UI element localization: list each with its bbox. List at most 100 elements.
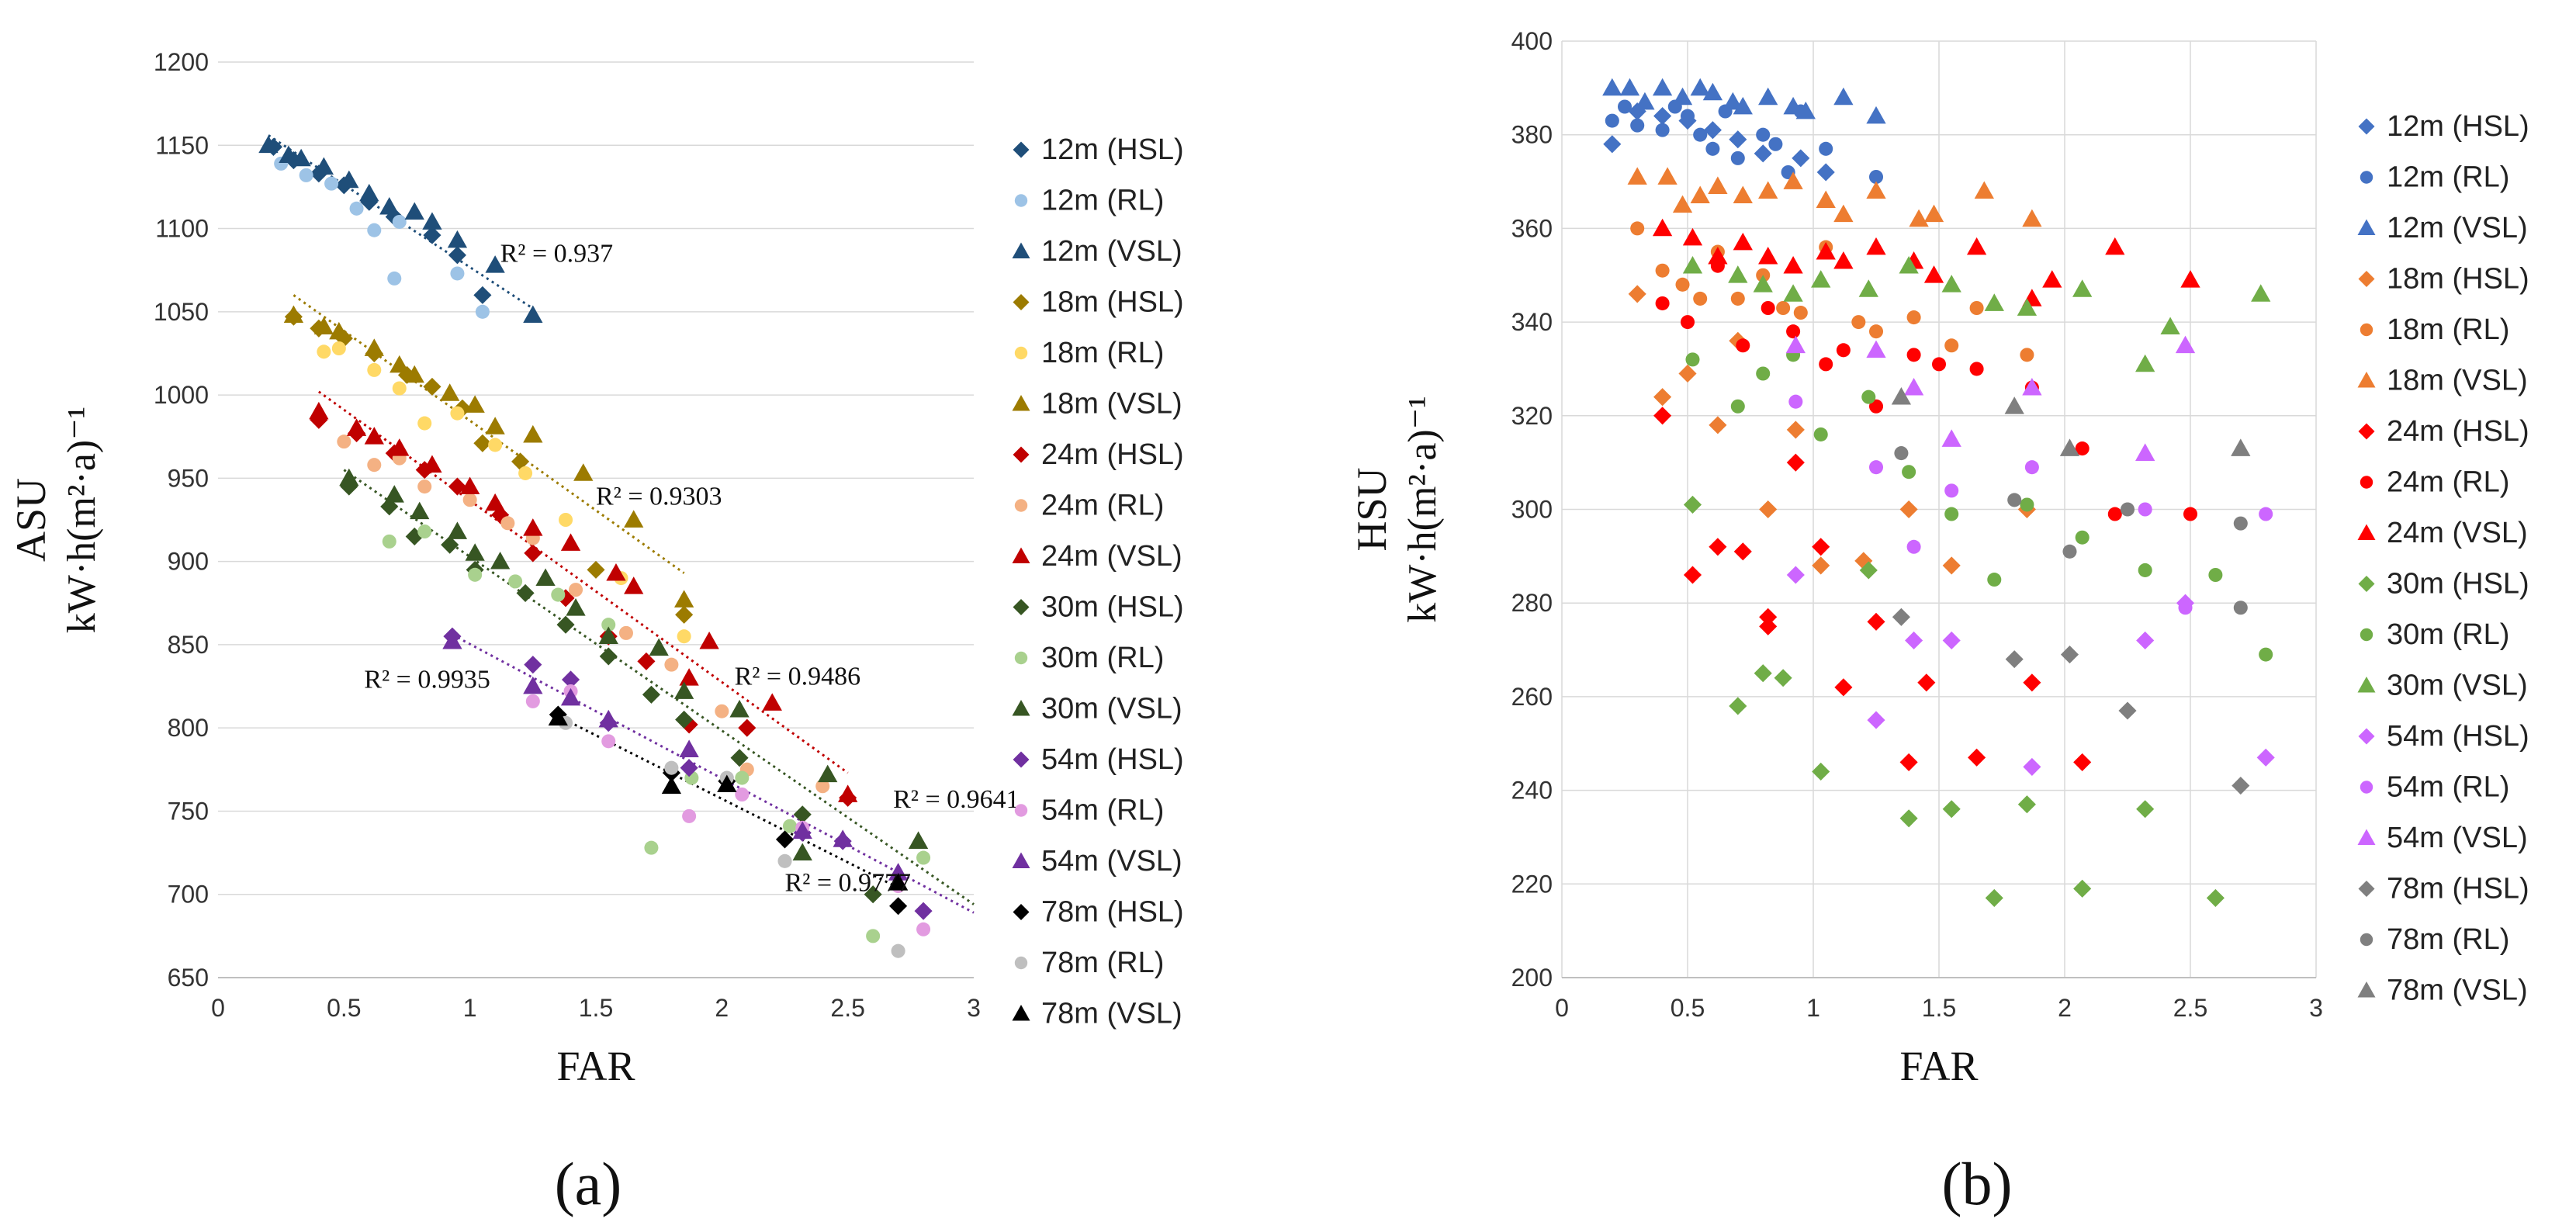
data-point	[1723, 92, 1743, 110]
data-point	[379, 197, 400, 215]
data-point	[1729, 697, 1747, 715]
data-point	[675, 710, 694, 729]
data-point	[1783, 284, 1803, 302]
data-point	[1728, 265, 1748, 283]
data-point	[1944, 483, 1959, 498]
data-point	[1630, 221, 1645, 236]
y-tick-label: 1100	[155, 215, 209, 243]
data-point	[1867, 711, 1885, 729]
data-point	[337, 434, 351, 449]
data-point	[1708, 176, 1728, 194]
data-point	[450, 266, 465, 281]
data-point	[1690, 185, 1710, 204]
data-point	[775, 830, 795, 849]
data-point	[1652, 78, 1673, 96]
data-point	[1705, 141, 1720, 156]
data-point	[598, 626, 618, 645]
legend-label: 54m (RL)	[2387, 771, 2509, 804]
data-point	[1733, 96, 1753, 115]
series-group	[283, 305, 694, 608]
data-point	[1759, 617, 1778, 635]
data-point	[423, 226, 441, 244]
y-tick-label: 300	[1511, 496, 1553, 524]
y-tick-label: 1150	[155, 131, 209, 159]
data-point	[460, 476, 480, 494]
data-point	[508, 574, 523, 589]
data-point	[664, 760, 679, 775]
data-point	[1906, 348, 1921, 362]
y-tick-label: 200	[1511, 964, 1553, 992]
data-point	[1974, 181, 1994, 199]
data-point	[682, 808, 697, 823]
y-tick-label: 240	[1511, 777, 1553, 805]
data-point	[1866, 340, 1886, 358]
data-point	[1759, 608, 1778, 626]
data-point	[699, 631, 719, 649]
series-group	[1653, 407, 2092, 771]
data-point	[2180, 270, 2200, 288]
series-group	[337, 434, 830, 794]
legend-marker	[1013, 599, 1030, 615]
data-point	[1816, 241, 1836, 260]
legend-label: 78m (VSL)	[2387, 975, 2528, 1007]
data-point	[1709, 538, 1727, 556]
x-axis-title: FAR	[1899, 1043, 1978, 1089]
data-point	[523, 676, 543, 694]
data-point	[637, 652, 656, 670]
data-point	[516, 583, 535, 602]
legend-marker	[1014, 651, 1028, 665]
legend-label: 12m (RL)	[1041, 185, 1164, 217]
legend-label: 78m (HSL)	[1041, 896, 1184, 929]
legend-label: 78m (HSL)	[2387, 873, 2529, 905]
data-point	[2138, 502, 2152, 517]
data-point	[313, 317, 334, 334]
data-point	[1836, 343, 1851, 358]
y-tick-label: 1000	[154, 381, 209, 409]
data-point	[2136, 800, 2155, 819]
legend-marker	[2360, 781, 2373, 794]
data-point	[2005, 650, 2024, 669]
data-point	[551, 587, 566, 602]
series-group	[1683, 495, 2225, 907]
data-point	[364, 427, 384, 445]
series-group	[1628, 285, 2036, 575]
legend-marker	[2360, 323, 2373, 337]
data-point	[442, 631, 462, 649]
data-point	[485, 255, 505, 273]
data-point	[1657, 167, 1678, 185]
data-point	[2233, 601, 2248, 615]
data-point	[1819, 141, 1833, 156]
data-point	[1736, 338, 1750, 353]
data-point	[2020, 348, 2034, 362]
panel-label: (b)	[1942, 1150, 2013, 1217]
data-point	[2105, 237, 2125, 255]
data-point	[587, 560, 605, 579]
data-point	[1819, 357, 1833, 372]
legend-marker	[1013, 294, 1030, 310]
legend-marker	[1014, 956, 1028, 970]
data-point	[2072, 279, 2093, 297]
data-point	[1966, 237, 1987, 255]
x-tick-label: 2.5	[2173, 994, 2207, 1022]
data-point	[1758, 246, 1778, 265]
data-point	[1816, 190, 1836, 209]
data-point	[2022, 377, 2042, 396]
data-point	[1628, 285, 1646, 303]
data-point	[1628, 102, 1646, 121]
data-point	[1655, 296, 1670, 310]
data-point	[601, 734, 616, 749]
data-point	[488, 438, 503, 452]
data-point	[1923, 265, 1944, 283]
data-point	[1783, 171, 1803, 189]
data-point	[2042, 270, 2062, 288]
data-point	[447, 521, 468, 539]
data-point	[1891, 387, 1912, 405]
data-point	[1693, 127, 1708, 142]
data-point	[891, 943, 905, 958]
data-point	[1605, 113, 1619, 128]
data-point	[2136, 631, 2155, 650]
data-point	[1795, 101, 1816, 119]
data-point	[1942, 556, 1961, 575]
legend-label: 12m (RL)	[2387, 161, 2509, 194]
